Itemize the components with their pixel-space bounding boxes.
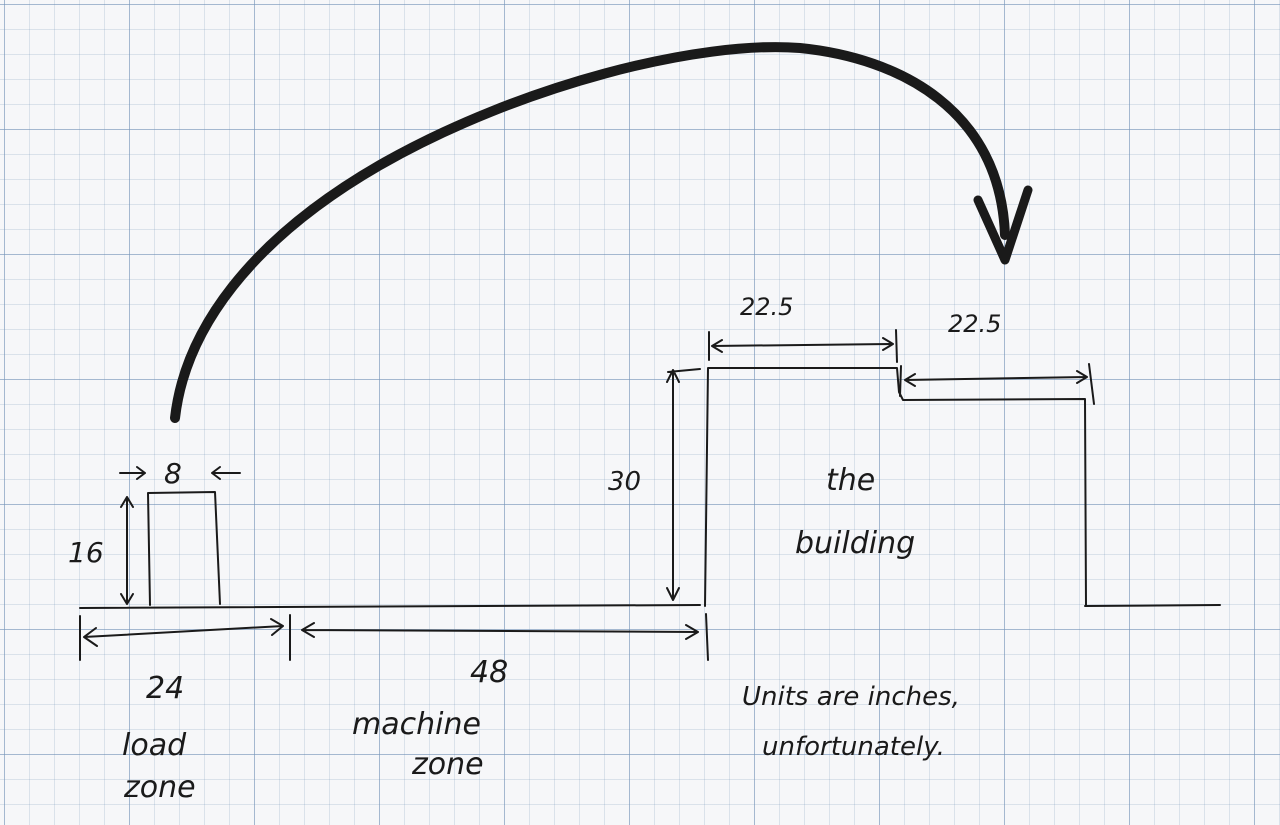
load-zone-label-line2: zone (123, 770, 196, 805)
step-one-label: 22.5 (740, 293, 793, 321)
box-width-arrow-left (119, 466, 146, 480)
step-two-label: 22.5 (948, 310, 1001, 338)
zone-tick-end (705, 613, 709, 661)
box-width-label: 8 (164, 457, 182, 490)
step-one-arrow (711, 337, 894, 353)
load-box (147, 491, 221, 606)
step-two-extension-right (1088, 363, 1095, 405)
box-width-arrow-right (211, 466, 241, 480)
load-zone-label-line1: load (122, 728, 187, 763)
step-two-extension-left (899, 365, 902, 397)
ground-line-left (79, 604, 701, 609)
transfer-arrowhead (973, 185, 1033, 265)
units-note-line1: Units are inches, (742, 682, 960, 712)
box-height-arrow (120, 496, 134, 605)
box-height-label: 16 (68, 536, 104, 569)
step-one-extension-right (895, 329, 898, 363)
step-two-arrow (904, 370, 1088, 387)
building-height-arrow (666, 368, 701, 601)
ground-line-right (1084, 604, 1221, 607)
building-height-label: 30 (608, 467, 641, 497)
building-outline (704, 367, 1087, 607)
units-note-line2: unfortunately. (762, 732, 945, 762)
load-zone-arrow (83, 618, 284, 647)
load-zone-length-label: 24 (146, 671, 184, 706)
machine-zone-label-line1: machine (352, 707, 481, 742)
building-label-line1: the (826, 463, 875, 498)
machine-zone-arrow (301, 622, 699, 640)
building-label-line2: building (795, 526, 915, 561)
transfer-arc-arrow (170, 42, 1010, 423)
machine-zone-length-label: 48 (470, 655, 508, 690)
machine-zone-label-line2: zone (411, 747, 484, 782)
